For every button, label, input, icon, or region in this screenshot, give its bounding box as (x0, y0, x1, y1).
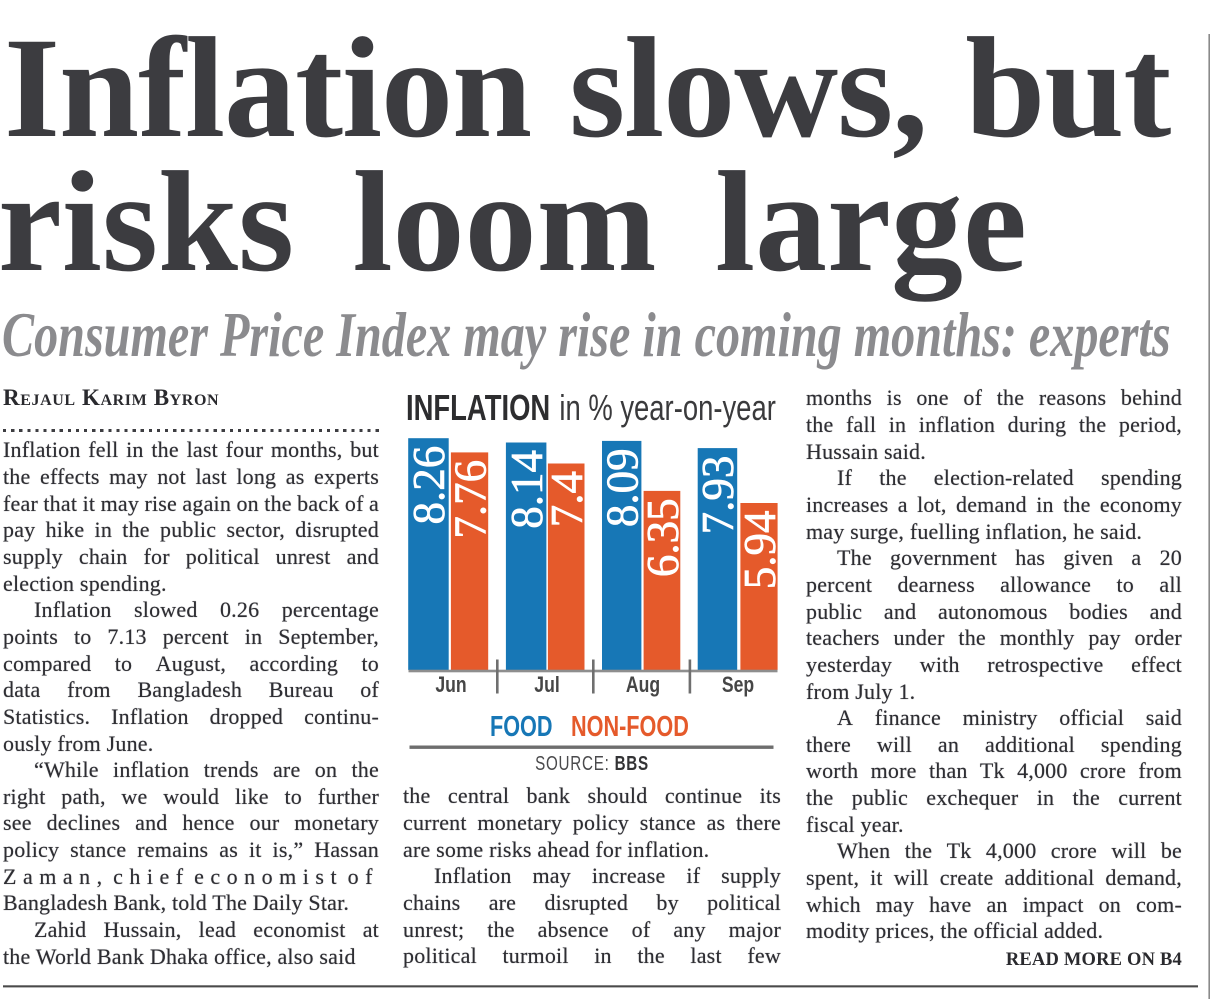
svg-text:FOOD: FOOD (490, 711, 553, 743)
svg-text:7.4: 7.4 (542, 471, 592, 527)
svg-text:8.09: 8.09 (598, 448, 648, 527)
svg-text:Jun: Jun (435, 673, 466, 697)
svg-text:8.26: 8.26 (404, 446, 454, 525)
svg-text:Jul: Jul (534, 673, 559, 697)
svg-text:7.93: 7.93 (693, 456, 743, 535)
svg-text:Aug: Aug (626, 673, 660, 697)
svg-text:Sep: Sep (722, 673, 754, 697)
svg-text:8.14: 8.14 (502, 450, 552, 529)
svg-text:5.94: 5.94 (735, 511, 785, 590)
svg-text:SOURCE: BBS: SOURCE: BBS (535, 752, 649, 775)
svg-text:6.35: 6.35 (638, 498, 688, 577)
svg-text:NON-FOOD: NON-FOOD (571, 711, 689, 743)
svg-text:7.76: 7.76 (445, 460, 495, 539)
